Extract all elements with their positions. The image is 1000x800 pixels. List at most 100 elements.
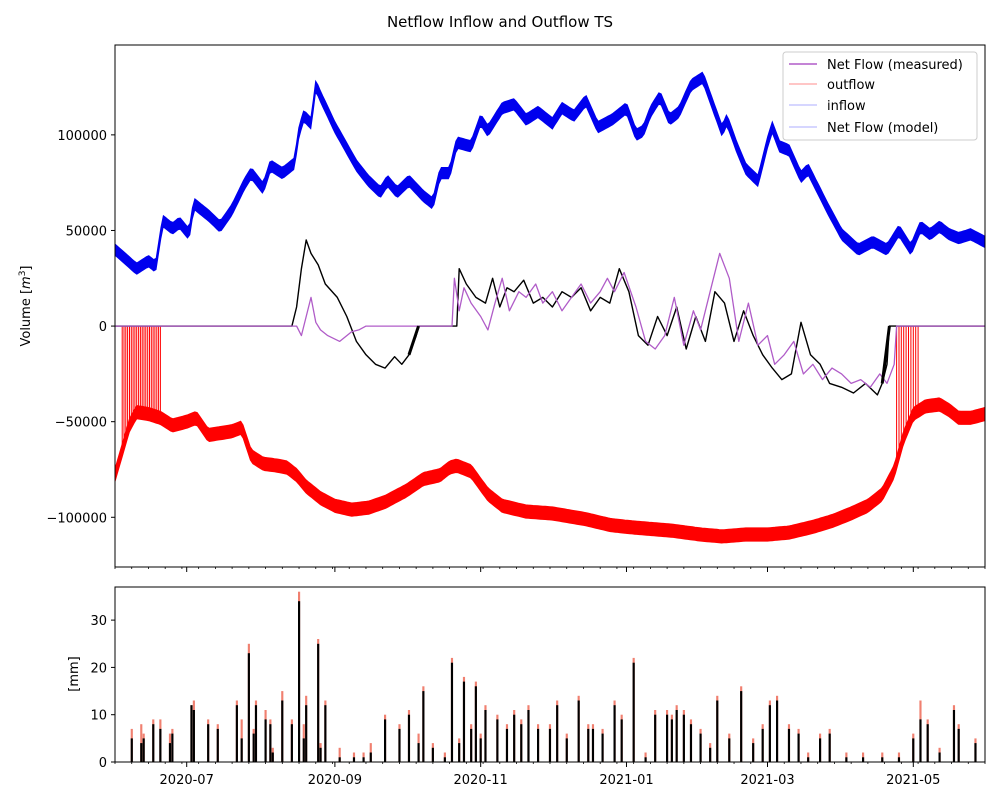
precip-bar: [362, 752, 365, 762]
precip-bar: [897, 757, 901, 762]
precip-bar: [505, 728, 509, 762]
inflow-band: [115, 71, 985, 275]
precip-bar: [190, 705, 193, 762]
precip-bar: [807, 752, 810, 762]
precip-bar: [591, 728, 595, 762]
model-recovery-1: [407, 325, 420, 356]
precip-bar: [761, 728, 764, 762]
precip-bar: [422, 691, 425, 762]
precip-bar: [140, 743, 143, 762]
precip-bar: [601, 733, 604, 762]
precip-bar: [728, 738, 731, 762]
precip-bar: [338, 757, 341, 762]
precip-bar: [644, 757, 647, 762]
precip-bar: [689, 724, 693, 762]
precip-bar: [369, 752, 372, 762]
precip-bar: [159, 728, 162, 762]
top-y-axis-label: Volume [m3]: [18, 265, 34, 346]
precip-bar: [142, 738, 145, 762]
precip-bar: [881, 752, 884, 762]
precip-bar: [254, 705, 258, 762]
precip-bar: [845, 757, 848, 762]
precip-bar: [520, 724, 523, 762]
precip-bar: [926, 724, 929, 762]
precip-bar: [862, 757, 865, 762]
precip-bar: [654, 714, 657, 762]
precip-bar: [828, 733, 831, 762]
legend-label-inflow: inflow: [827, 99, 866, 114]
precip-bar: [496, 719, 499, 762]
precip-bar: [324, 705, 327, 762]
precip-bar: [537, 728, 540, 762]
outflow-spikes-end: [896, 326, 919, 463]
precip-bar: [474, 686, 477, 762]
precip-bar: [458, 743, 461, 762]
top-y-tick-label: −100000: [46, 511, 107, 526]
precip-bar: [207, 724, 210, 762]
precip-bar: [862, 752, 865, 762]
legend-label-net-flow-measured: Net Flow (measured): [827, 58, 963, 73]
precip-bar: [797, 733, 800, 762]
top-y-tick-label: −50000: [55, 416, 107, 431]
precip-bar: [247, 653, 250, 762]
figure-title: Netflow Inflow and Outflow TS: [387, 13, 613, 31]
precip-bar: [130, 738, 133, 762]
net-flow-measured-line: [115, 252, 985, 388]
precip-bar: [807, 757, 810, 762]
precip-bar: [192, 710, 195, 762]
precip-bar: [479, 738, 482, 762]
precip-bar: [845, 752, 848, 762]
precip-bar: [252, 733, 255, 762]
precip-bar: [952, 710, 956, 762]
top-x-axis: [114, 567, 986, 572]
top-plot-area: [115, 71, 985, 544]
top-panel: −100000 −50000 0 50000 100000 Volume [m3] Ne…: [18, 44, 986, 572]
top-y-tick-label: 50000: [66, 224, 107, 239]
bottom-x-tick-label: 2021-03: [740, 773, 794, 788]
precip-bar: [768, 705, 771, 762]
precip-bar: [171, 733, 174, 762]
precip-bar: [417, 743, 420, 762]
precip-bar: [938, 752, 941, 762]
bottom-y-axis: 0 10 20 30: [90, 614, 115, 771]
bottom-y-tick-label: 30: [90, 614, 107, 629]
precip-bar: [298, 601, 301, 762]
precip-bar: [716, 700, 719, 762]
precip-bar: [881, 757, 884, 762]
precip-bar: [168, 743, 172, 762]
top-y-axis-label-part1: Volume [: [19, 289, 34, 347]
precip-bar: [338, 747, 341, 762]
bottom-y-axis-label: [mm]: [67, 656, 82, 691]
bottom-plot-area: [130, 591, 977, 762]
precip-bar: [620, 719, 623, 762]
bottom-y-tick-label: 20: [90, 661, 107, 676]
precip-bar: [352, 757, 356, 762]
precip-bar: [281, 700, 284, 762]
bottom-x-axis: 2020-07 2020-09 2020-11 2021-01 2021-03 2021-…: [114, 762, 986, 788]
precip-bar: [302, 738, 305, 762]
outflow-band: [115, 397, 985, 544]
precip-bar: [271, 752, 274, 762]
precip-bar: [527, 710, 530, 762]
bottom-x-tick-label: 2020-11: [454, 773, 508, 788]
precip-bar: [897, 752, 901, 762]
precip-bar: [152, 724, 155, 762]
precip-bar: [362, 757, 365, 762]
precip-bar: [384, 719, 387, 762]
precip-bar: [319, 747, 322, 762]
precip-bar: [398, 728, 401, 762]
top-y-axis: −100000 −50000 0 50000 100000: [46, 129, 115, 526]
precip-bar: [352, 752, 356, 762]
top-y-axis-label-part3: 3: [18, 271, 28, 277]
precip-bar: [556, 705, 559, 762]
bottom-x-tick-label: 2020-09: [308, 773, 362, 788]
precip-bar: [290, 724, 293, 762]
precip-bar: [269, 724, 272, 762]
precip-bar: [587, 728, 590, 762]
precip-bar: [407, 714, 411, 762]
precip-bar: [317, 643, 320, 762]
precip-bar: [264, 719, 267, 762]
precip-bar: [577, 700, 580, 762]
precip-bar: [240, 738, 243, 762]
